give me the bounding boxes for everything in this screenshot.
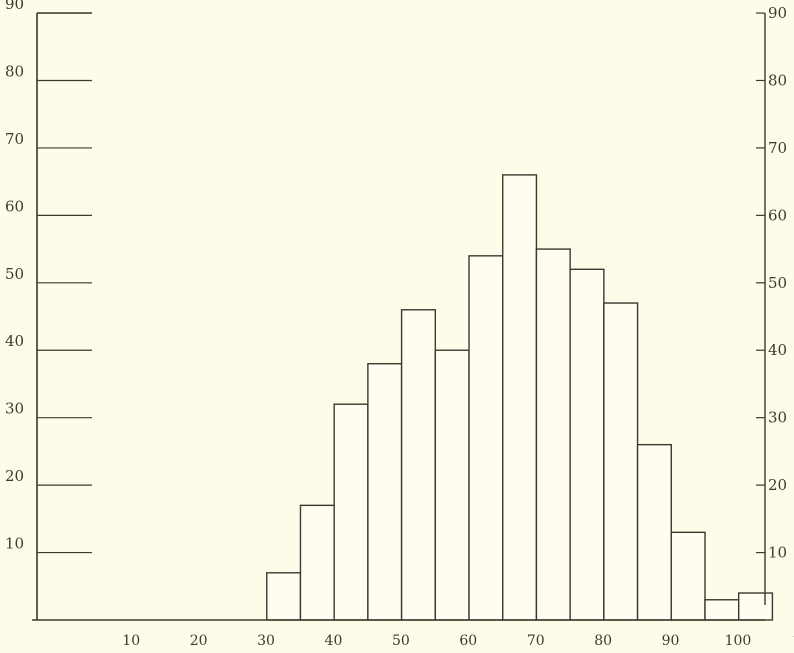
histogram-bar — [535, 248, 571, 621]
right-y-tick-label: 10 — [768, 544, 787, 562]
right-y-tick-label: 90 — [768, 4, 787, 22]
left-y-tick-label: 80 — [5, 62, 24, 80]
histogram-bar — [400, 309, 437, 621]
ticks-layer — [37, 12, 765, 554]
left-y-tick-label: 90 — [5, 0, 24, 13]
right-y-tick-label: 60 — [768, 206, 787, 224]
histogram-bar — [367, 363, 403, 621]
x-tick-label: 20 — [190, 633, 208, 649]
x-tick-label: 110 — [792, 633, 794, 649]
x-tick-label: 40 — [325, 633, 343, 649]
right-y-tick-label: 40 — [768, 341, 787, 359]
histogram-bar — [636, 443, 672, 621]
x-tick-label: 90 — [662, 633, 680, 649]
histogram-bar — [704, 599, 740, 621]
right-y-tick-label: 30 — [768, 409, 787, 427]
right-y-tick-label: 20 — [768, 476, 787, 494]
x-tick-label: 50 — [392, 633, 410, 649]
left-y-tick-label: 20 — [5, 467, 24, 485]
histogram-bar — [569, 268, 605, 621]
bars-layer — [266, 174, 774, 621]
x-tick-label: 70 — [527, 633, 545, 649]
right-y-tick-label: 80 — [768, 71, 787, 89]
left-y-tick-label: 50 — [5, 265, 24, 283]
left-y-tick-label: 70 — [5, 130, 24, 148]
histogram-bar — [299, 504, 335, 621]
right-y-tick-label: 50 — [768, 274, 787, 292]
x-tick-label: 30 — [257, 633, 275, 649]
histogram-bar — [603, 302, 639, 621]
x-tick-label: 80 — [594, 633, 612, 649]
histogram-bar — [434, 349, 470, 621]
left-y-tick-label: 10 — [5, 535, 24, 553]
histogram-bar — [670, 531, 706, 621]
histogram-bar — [333, 403, 369, 621]
x-tick-label: 10 — [122, 633, 140, 649]
x-tick-label: 100 — [725, 633, 752, 649]
histogram-bar — [502, 174, 538, 621]
left-y-tick-label: 40 — [5, 332, 24, 350]
right-y-tick-label: 70 — [768, 139, 787, 157]
x-tick-label: 60 — [459, 633, 477, 649]
left-y-tick-label: 30 — [5, 400, 24, 418]
histogram-bar — [266, 572, 302, 621]
histogram-bar — [738, 592, 774, 621]
labels-layer: 10 10 20 20 30 30 40 40 50 50 60 60 70 70 80 80 90 90 10 20… — [5, 0, 794, 649]
left-y-tick-label: 60 — [5, 197, 24, 215]
histogram-bar — [468, 255, 504, 621]
